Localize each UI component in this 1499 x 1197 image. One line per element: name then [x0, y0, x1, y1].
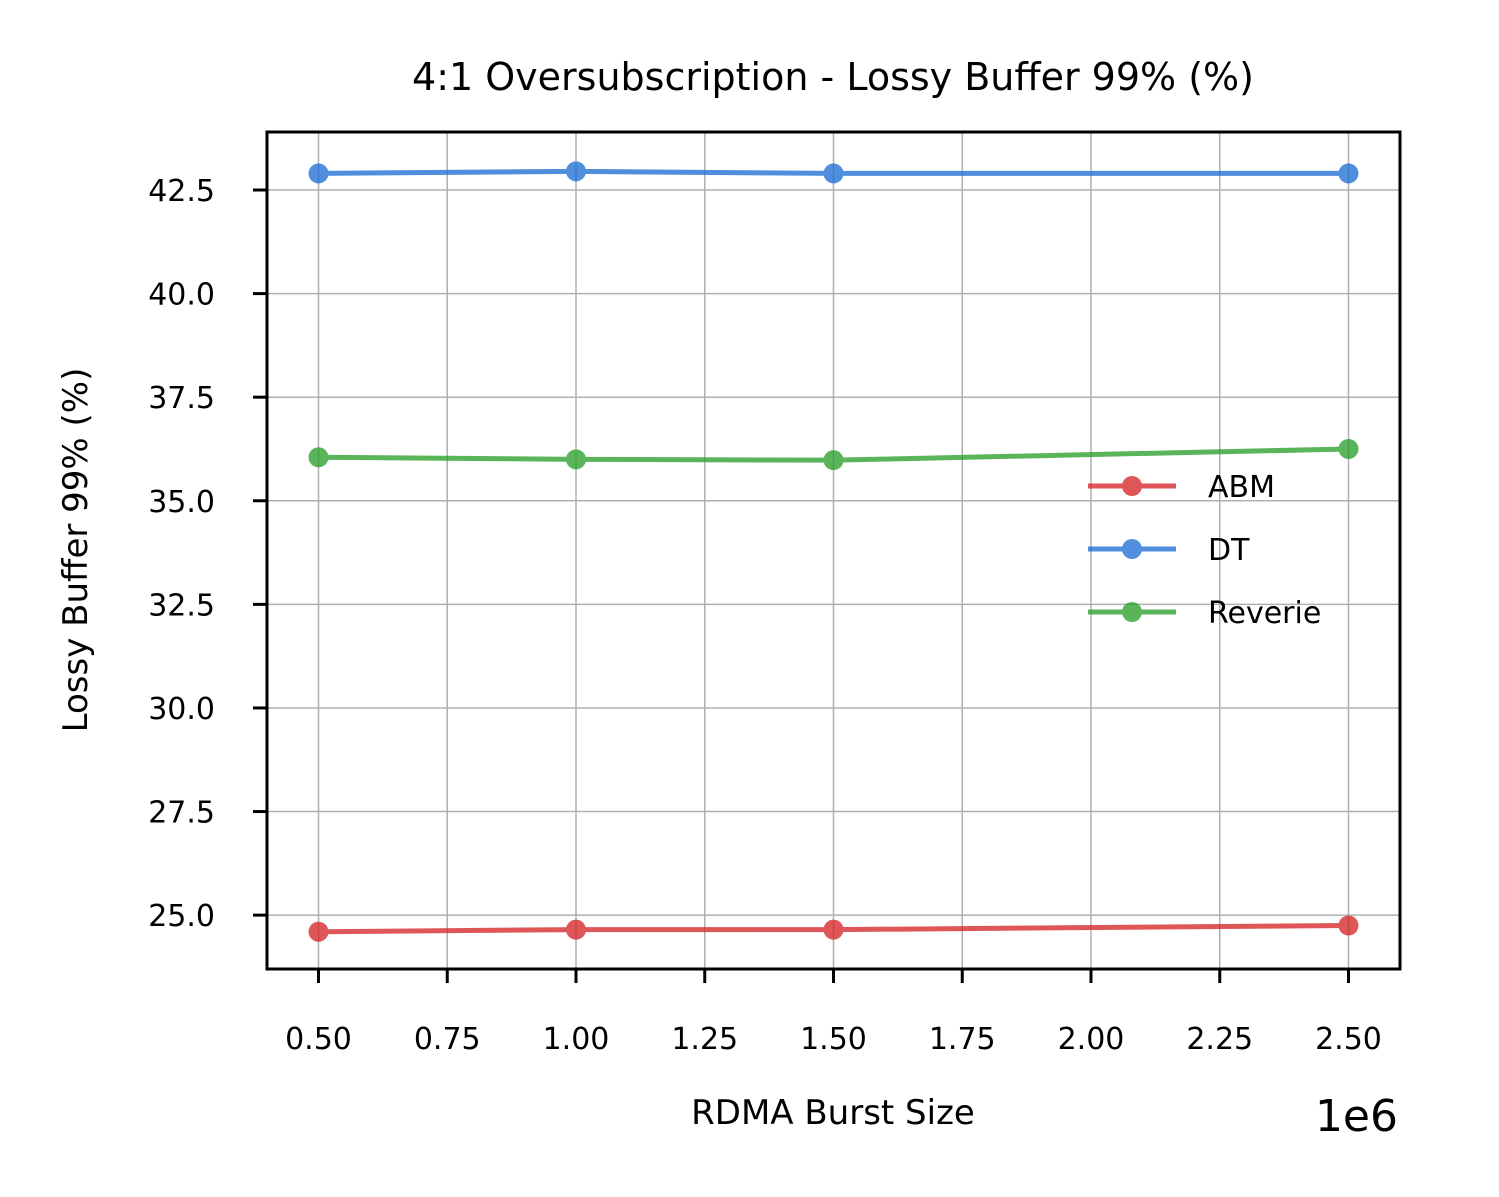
- data-point-dt: [308, 163, 329, 184]
- series-layer: [308, 161, 1359, 942]
- legend-item-reverie: Reverie: [1088, 596, 1321, 631]
- data-point-reverie: [566, 449, 586, 470]
- x-tick-label: 1.75: [929, 1022, 996, 1057]
- series-dt: [308, 161, 1359, 184]
- legend-swatch-dt: [1088, 539, 1176, 559]
- y-tick-label: 42.5: [148, 174, 215, 209]
- x-tick-label: 2.00: [1058, 1022, 1125, 1057]
- data-point-abm: [1338, 915, 1359, 936]
- data-point-dt: [1338, 163, 1359, 184]
- data-point-abm: [566, 919, 586, 940]
- series-line-reverie: [318, 446, 1349, 463]
- x-tick-label: 0.50: [285, 1022, 352, 1057]
- legend: ABM DT Reverie: [1088, 470, 1321, 631]
- y-axis-label: Lossy Buffer 99% (%): [56, 368, 96, 733]
- data-point-abm: [308, 921, 329, 942]
- series-abm: [308, 915, 1359, 942]
- x-tick-label: 0.75: [414, 1022, 481, 1057]
- data-point-dt: [566, 161, 586, 182]
- x-tick-label: 1.25: [671, 1022, 738, 1057]
- data-point-reverie: [308, 447, 329, 468]
- y-tick-label: 35.0: [148, 485, 215, 520]
- series-line-abm: [318, 922, 1349, 935]
- legend-item-dt: DT: [1088, 533, 1250, 568]
- data-point-abm: [823, 919, 844, 940]
- legend-swatch-reverie: [1088, 602, 1176, 622]
- series-reverie: [308, 438, 1359, 471]
- data-point-reverie: [823, 450, 844, 471]
- chart-title: 4:1 Oversubscription - Lossy Buffer 99% …: [412, 55, 1254, 99]
- x-axis-label: RDMA Burst Size: [691, 1093, 975, 1133]
- x-axis: 0.50 0.75 1.00 1.25 1.50 1.75 2.00 2.25 2.50: [285, 969, 1382, 1057]
- y-tick-label: 37.5: [148, 381, 215, 416]
- y-tick-label: 30.0: [148, 692, 215, 727]
- legend-swatch-abm: [1088, 476, 1176, 496]
- legend-label-reverie: Reverie: [1208, 596, 1321, 631]
- legend-label-dt: DT: [1208, 533, 1250, 568]
- x-tick-label: 2.50: [1315, 1022, 1382, 1057]
- legend-label-abm: ABM: [1208, 470, 1275, 505]
- grid: [267, 132, 1400, 969]
- x-axis-offset-label: 1e6: [1315, 1091, 1398, 1142]
- series-line-dt: [318, 168, 1349, 176]
- legend-item-abm: ABM: [1088, 470, 1275, 505]
- y-tick-label: 25.0: [148, 899, 215, 934]
- y-axis: 25.0 27.5 30.0 32.5 35.0 37.5 40.0 42.5: [148, 174, 267, 934]
- data-point-reverie: [1338, 438, 1359, 459]
- data-point-dt: [823, 163, 844, 184]
- x-tick-label: 1.00: [543, 1022, 610, 1057]
- y-tick-label: 40.0: [148, 278, 215, 313]
- y-tick-label: 32.5: [148, 588, 215, 623]
- x-tick-label: 2.25: [1186, 1022, 1253, 1057]
- y-tick-label: 27.5: [148, 796, 215, 831]
- x-tick-label: 1.50: [800, 1022, 867, 1057]
